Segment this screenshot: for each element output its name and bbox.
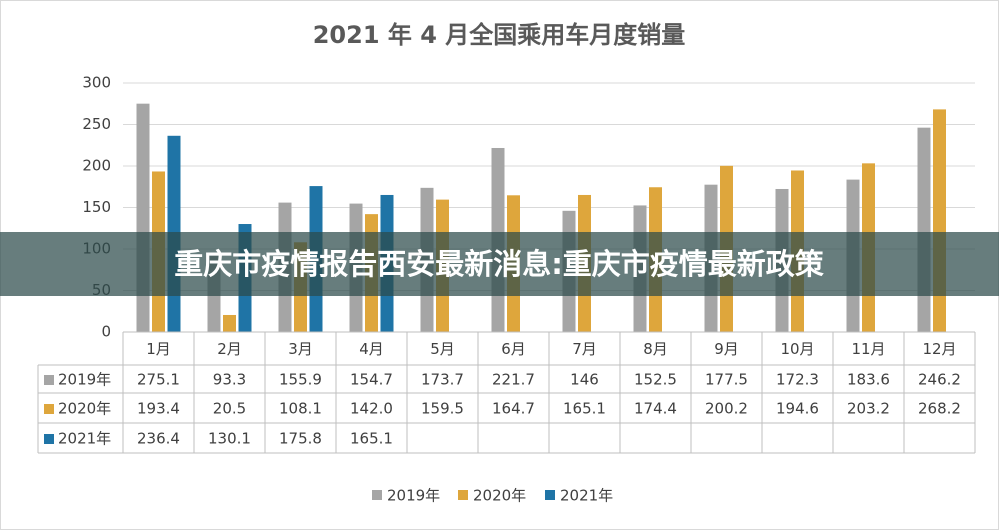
banner-text: 重庆市疫情报告西安最新消息:重庆市疫情最新政策 [174,247,825,281]
table-series-name: 2019年 [58,371,111,389]
x-tick-label: 9月 [714,340,739,358]
x-tick-label: 11月 [851,340,885,358]
table-legend-key [44,434,54,444]
table-cell: 108.1 [279,400,322,418]
bar [223,314,236,332]
y-tick-label: 150 [82,198,111,216]
table-cell: 142.0 [350,400,393,418]
table-cell: 177.5 [705,371,748,389]
table-cell: 175.8 [279,430,322,448]
table-legend-key [44,404,54,414]
table-cell: 20.5 [213,400,246,418]
table-cell: 174.4 [634,400,677,418]
legend-key [458,490,468,500]
table-series-name: 2021年 [58,430,111,448]
x-tick-label: 5月 [430,340,455,358]
table-cell: 236.4 [137,430,180,448]
y-tick-label: 300 [82,74,111,92]
table-cell: 194.6 [776,400,819,418]
table-cell: 159.5 [421,400,464,418]
legend-label: 2021年 [560,487,613,505]
x-tick-label: 8月 [643,340,668,358]
table-cell: 183.6 [847,371,890,389]
table-cell: 130.1 [208,430,251,448]
y-tick-label: 0 [101,323,111,341]
table-cell: 200.2 [705,400,748,418]
bar [933,109,946,332]
chart-title: 2021 年 4 月全国乘用车月度销量 [313,21,686,49]
table-cell: 172.3 [776,371,819,389]
x-tick-label: 1月 [146,340,171,358]
x-tick-label: 10月 [780,340,814,358]
table-cell: 193.4 [137,400,180,418]
table-legend-key [44,375,54,385]
table-cell: 155.9 [279,371,322,389]
table-cell: 203.2 [847,400,890,418]
y-tick-label: 250 [82,115,111,133]
table-cell: 165.1 [350,430,393,448]
legend-label: 2019年 [387,487,440,505]
x-tick-label: 2月 [217,340,242,358]
table-cell: 221.7 [492,371,535,389]
table-cell: 173.7 [421,371,464,389]
legend-key [372,490,382,500]
legend-key [545,490,555,500]
table-cell: 268.2 [918,400,961,418]
table-cell: 154.7 [350,371,393,389]
bar [917,127,931,333]
table-cell: 146 [570,371,599,389]
table-series-name: 2020年 [58,400,111,418]
x-tick-label: 12月 [922,340,956,358]
table-cell: 164.7 [492,400,535,418]
table-cell: 165.1 [563,400,606,418]
x-tick-label: 3月 [288,340,313,358]
x-tick-label: 7月 [572,340,597,358]
bar [136,103,150,333]
legend-label: 2020年 [473,487,526,505]
banner-band [0,232,999,296]
table-cell: 246.2 [918,371,961,389]
table-cell: 93.3 [213,371,246,389]
y-tick-label: 200 [82,157,111,175]
table-cell: 275.1 [137,371,180,389]
x-tick-label: 6月 [501,340,526,358]
table-cell: 152.5 [634,371,677,389]
x-tick-label: 4月 [359,340,384,358]
